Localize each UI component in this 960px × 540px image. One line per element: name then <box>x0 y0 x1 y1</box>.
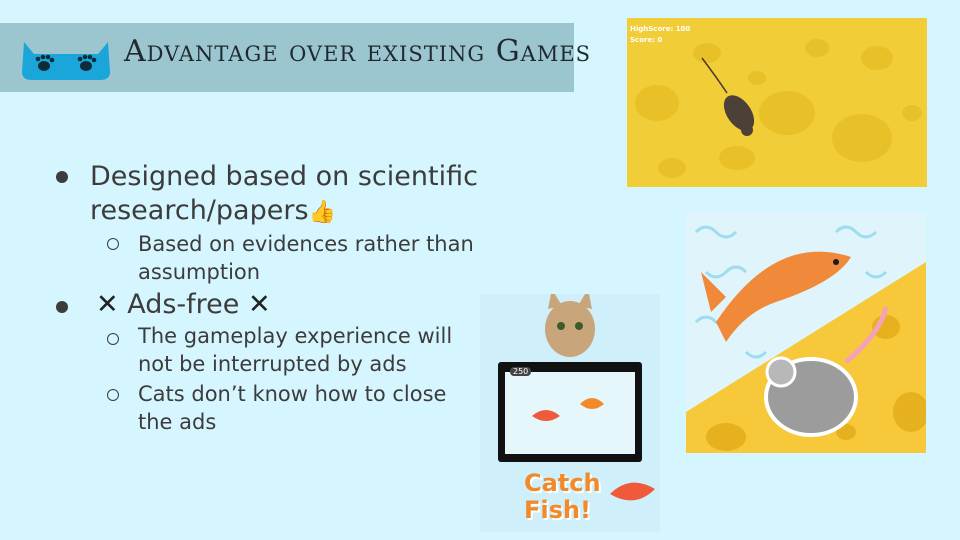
score-label: Score: 0 <box>630 36 663 44</box>
sub-bullet-ring <box>107 333 119 345</box>
cat-ears-paw-icon <box>22 42 110 80</box>
bullet-1: Designed based on scientific research/pa… <box>90 160 510 230</box>
sub-bullet-1-1: Based on evidences rather than assumptio… <box>138 232 474 284</box>
sub-bullet-ring <box>107 238 119 250</box>
bullet-dot <box>56 171 68 183</box>
highscore-label: HighScore: 100 <box>630 25 691 33</box>
mouse-game-screenshot: HighScore: 100 Score: 0 <box>627 18 927 187</box>
bullet-dot <box>56 301 68 313</box>
cheese-texture-image <box>627 18 927 187</box>
bullet-2: ✕ Ads-free ✕ <box>96 288 396 322</box>
bullet-2-text: Ads-free <box>127 289 240 320</box>
game-score: 250 <box>510 367 532 376</box>
catch-fish-screenshot: 250 Catch Fish! <box>480 294 660 532</box>
catch-fish-title: Catch Fish! <box>524 469 601 524</box>
fish-mouse-illustration <box>686 212 926 453</box>
sub-bullet-2-1: The gameplay experience will not be inte… <box>138 324 453 376</box>
sub-bullet-ring <box>107 389 119 401</box>
slide-title: Advantage over existing Games <box>124 34 592 69</box>
cross-icon: ✕ <box>248 289 271 320</box>
cross-icon: ✕ <box>96 289 119 320</box>
sub-bullet-2-2: Cats don’t know how to close the ads <box>138 382 447 434</box>
bullet-1-text: Designed based on scientific research/pa… <box>90 161 478 226</box>
thumbs-up-icon: 👍 <box>308 200 336 225</box>
